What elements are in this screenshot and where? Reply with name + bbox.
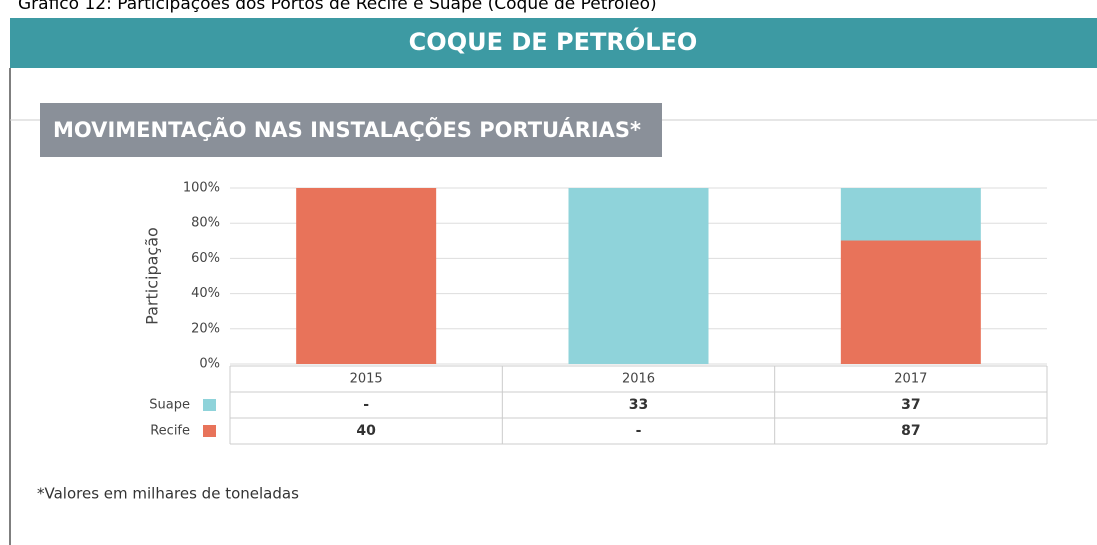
legend-label: Suape <box>149 398 190 413</box>
data-label: 37 <box>901 397 920 413</box>
y-axis-label: Participação <box>143 227 162 325</box>
y-tick-label: 40% <box>191 286 220 301</box>
bar <box>568 188 709 364</box>
y-tick-label: 80% <box>191 216 220 231</box>
data-label: - <box>636 423 642 439</box>
x-tick-label: 2015 <box>350 372 383 387</box>
section-bg <box>40 103 662 157</box>
y-tick-label: 0% <box>199 357 220 372</box>
caption: Gráfico 12: Participações dos Portos de … <box>18 0 657 14</box>
x-tick-label: 2016 <box>622 372 655 387</box>
banner-bg <box>10 18 1097 68</box>
section-title: MOVIMENTAÇÃO NAS INSTALAÇÕES PORTUÁRIAS* <box>53 117 641 142</box>
y-tick-label: 20% <box>191 321 220 336</box>
legend-swatch <box>203 399 216 411</box>
data-label: - <box>363 397 369 413</box>
y-tick-label: 60% <box>191 251 220 266</box>
footnote: *Valores em milhares de toneladas <box>37 485 299 503</box>
y-tick-label: 100% <box>183 181 220 196</box>
x-tick-label: 2017 <box>894 372 927 387</box>
data-label: 40 <box>356 423 376 439</box>
legend-label: Recife <box>150 424 190 439</box>
bar <box>296 188 437 364</box>
legend-swatch <box>203 425 216 437</box>
banner: COQUE DE PETRÓLEO <box>409 26 698 56</box>
data-label: 33 <box>629 397 648 413</box>
data-label: 87 <box>901 423 920 439</box>
bar <box>840 188 981 241</box>
bar <box>840 240 981 364</box>
